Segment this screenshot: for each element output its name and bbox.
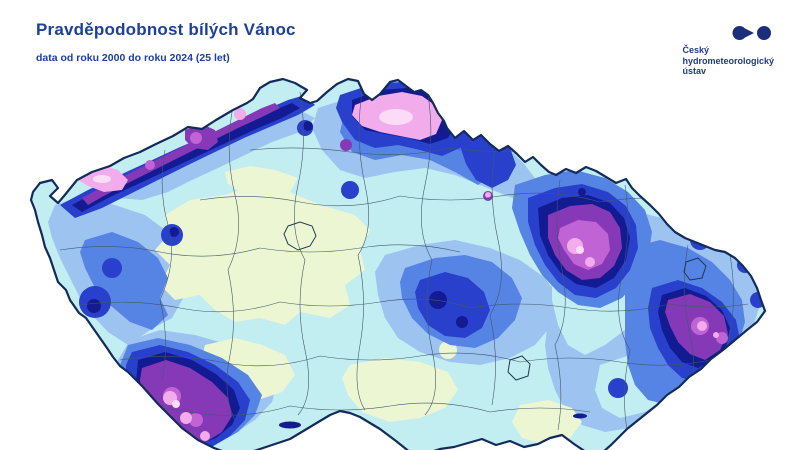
chmi-logo-icon [732, 26, 771, 40]
map-country-border [29, 77, 767, 450]
page-subtitle: data od roku 2000 do roku 2024 (25 let) [36, 52, 230, 64]
map-green-zones [155, 166, 703, 445]
chmi-logo: Český hydrometeorologický ústav [682, 24, 774, 77]
chmi-logo-line-1: Český [682, 45, 709, 55]
header: Pravděpodobnost bílých Vánoc data od rok… [36, 20, 296, 64]
chmi-logo-text: Český hydrometeorologický ústav [682, 45, 774, 77]
chmi-logo-line-3: ústav [682, 66, 706, 76]
map-palepink-zones [93, 109, 584, 408]
chmi-logo-line-2: hydrometeorologický [682, 55, 774, 66]
map-city-rings [283, 221, 707, 381]
page-title: Pravděpodobnost bílých Vánoc [36, 20, 296, 39]
